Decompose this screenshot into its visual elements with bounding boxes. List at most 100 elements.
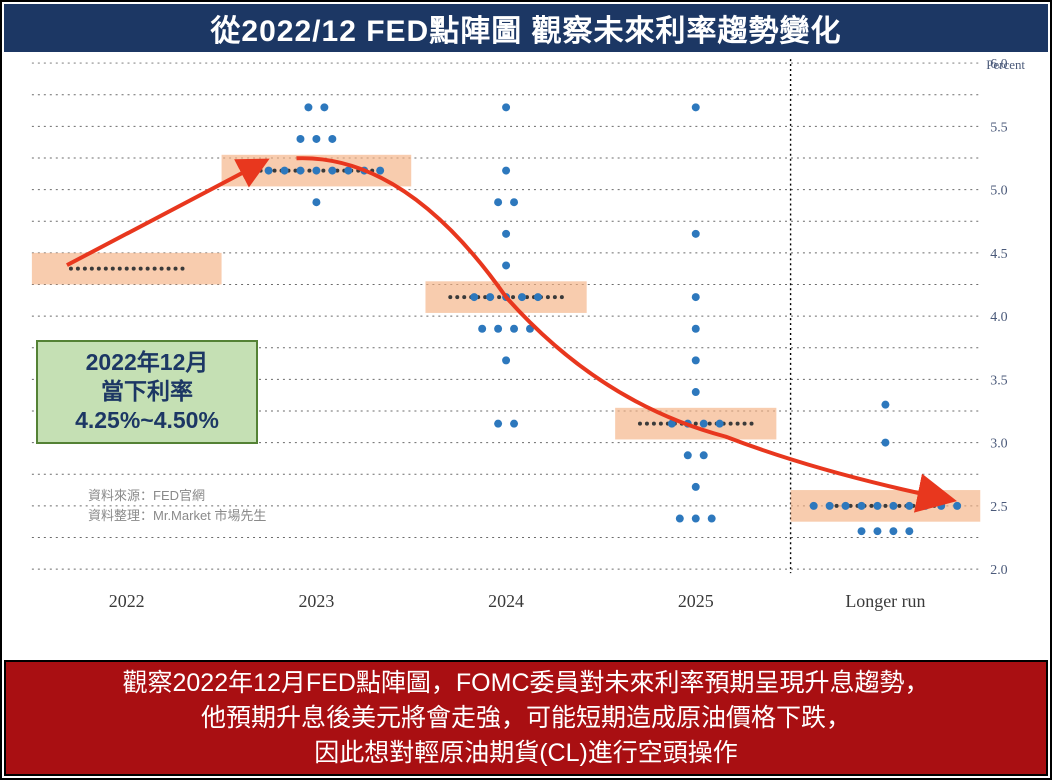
y-tick-label: 5.5 — [990, 120, 1007, 135]
median-dot — [652, 422, 656, 426]
y-tick-label: 3.0 — [990, 437, 1007, 452]
y-tick-label: 5.0 — [990, 184, 1007, 199]
median-dot — [259, 169, 263, 173]
fomc-dot — [826, 502, 834, 510]
callout-line1: 2022年12月 — [54, 348, 240, 377]
y-tick-label: 2.5 — [990, 500, 1007, 515]
fomc-dot — [304, 103, 312, 111]
fomc-dot — [502, 356, 510, 364]
fomc-dot — [502, 262, 510, 270]
fomc-dot — [700, 451, 708, 459]
x-tick-label: 2025 — [678, 591, 714, 611]
fomc-dot — [692, 230, 700, 238]
fomc-dot — [905, 527, 913, 535]
fomc-dot — [881, 401, 889, 409]
fomc-dot — [502, 103, 510, 111]
fomc-dot — [873, 527, 881, 535]
median-dot — [497, 295, 501, 299]
fomc-dot — [692, 293, 700, 301]
median-dot — [455, 295, 459, 299]
current-rate-callout: 2022年12月 當下利率 4.25%~4.50% — [36, 340, 258, 444]
median-dot — [743, 422, 747, 426]
fomc-dot — [953, 502, 961, 510]
fomc-dot — [376, 167, 384, 175]
median-dot — [560, 295, 564, 299]
median-dot — [125, 267, 129, 271]
fomc-dot — [716, 420, 724, 428]
source-line1: 資料來源：FED官網 — [88, 486, 266, 506]
median-dot — [167, 267, 171, 271]
fomc-dot — [312, 167, 320, 175]
callout-line3: 4.25%~4.50% — [54, 406, 240, 435]
fomc-dot — [470, 293, 478, 301]
median-dot — [146, 267, 150, 271]
median-dot — [321, 169, 325, 173]
median-dot — [273, 169, 277, 173]
fomc-dot — [281, 167, 289, 175]
median-dot — [132, 267, 136, 271]
median-dot — [869, 504, 873, 508]
fomc-dot — [692, 325, 700, 333]
median-dot — [729, 422, 733, 426]
median-dot — [897, 504, 901, 508]
fomc-dot — [858, 502, 866, 510]
fomc-dot — [937, 502, 945, 510]
trend-arrow-up — [67, 162, 263, 265]
fomc-dot — [692, 483, 700, 491]
median-dot — [883, 504, 887, 508]
x-tick-label: 2024 — [488, 591, 524, 611]
commentary-line2: 他預期升息後美元將會走強，可能短期造成原油價格下跌， — [201, 701, 851, 736]
commentary-band: 觀察2022年12月FED點陣圖，FOMC委員對未來利率預期呈現升息趨勢， 他預… — [4, 660, 1048, 776]
fomc-dot — [692, 103, 700, 111]
x-tick-label: 2022 — [109, 591, 145, 611]
median-dot — [160, 267, 164, 271]
median-dot — [90, 267, 94, 271]
median-dot — [546, 295, 550, 299]
fomc-dot — [889, 502, 897, 510]
y-tick-label: 4.5 — [990, 247, 1007, 262]
fomc-dot — [486, 293, 494, 301]
median-dot — [139, 267, 143, 271]
fomc-dot — [842, 502, 850, 510]
y-tick-label: 4.0 — [990, 310, 1007, 325]
title-bar: 從2022/12 FED點陣圖 觀察未來利率趨勢變化 — [4, 4, 1048, 52]
fomc-dot — [810, 502, 818, 510]
fomc-dot — [494, 325, 502, 333]
median-dot — [111, 267, 115, 271]
fomc-dot — [478, 325, 486, 333]
fomc-dot — [510, 198, 518, 206]
median-dot — [462, 295, 466, 299]
fomc-dot — [296, 135, 304, 143]
median-dot — [645, 422, 649, 426]
median-dot — [659, 422, 663, 426]
fomc-dot — [510, 420, 518, 428]
median-dot — [153, 267, 157, 271]
fomc-dot — [534, 293, 542, 301]
fomc-dot — [320, 103, 328, 111]
median-dot — [511, 295, 515, 299]
median-dot — [181, 267, 185, 271]
fomc-dot — [684, 451, 692, 459]
median-dot — [174, 267, 178, 271]
median-dot — [553, 295, 557, 299]
fomc-dot — [502, 167, 510, 175]
trend-arrow-down — [296, 158, 949, 499]
median-dot — [835, 504, 839, 508]
median-dot — [307, 169, 311, 173]
median-dot — [736, 422, 740, 426]
fomc-dot — [676, 515, 684, 523]
fomc-dot — [494, 198, 502, 206]
median-dot — [708, 422, 712, 426]
slide-frame: 從2022/12 FED點陣圖 觀察未來利率趨勢變化 2.02.53.03.54… — [0, 0, 1052, 780]
fomc-dot — [692, 356, 700, 364]
source-line2: 資料整理：Mr.Market 市場先生 — [88, 506, 266, 526]
chart-area: 2.02.53.03.54.04.55.05.56.0Percent202220… — [2, 52, 1050, 630]
fomc-dot — [921, 502, 929, 510]
callout-line2: 當下利率 — [54, 377, 240, 406]
fomc-dot — [873, 502, 881, 510]
commentary-line3: 因此想對輕原油期貨(CL)進行空頭操作 — [314, 736, 738, 771]
median-dot — [932, 504, 936, 508]
median-dot — [104, 267, 108, 271]
fomc-dot — [510, 325, 518, 333]
fomc-dot — [328, 135, 336, 143]
